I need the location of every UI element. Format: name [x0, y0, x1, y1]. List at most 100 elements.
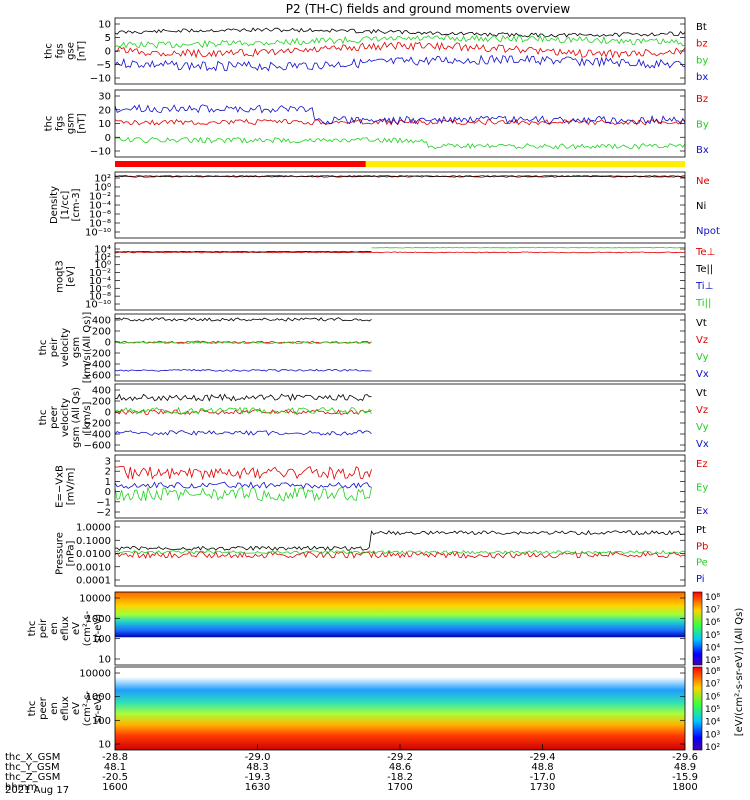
colorbar-tick-label: 10⁶: [705, 618, 720, 628]
y-axis-label: Pressure: [55, 532, 66, 575]
y-tick-label: 10⁻¹⁰: [85, 228, 111, 239]
y-axis-label: [km/s]: [82, 401, 93, 433]
colorbar-tick-label: 10⁵: [705, 631, 720, 641]
ey-trace: [114, 486, 372, 502]
y-axis-label: moqt3: [55, 260, 66, 293]
colorbar-tick-label: 10⁷: [705, 680, 720, 690]
panel-frame: [114, 591, 686, 666]
time-axis-value: 48.6: [389, 762, 411, 773]
y-tick-label: 10⁻⁴: [89, 201, 111, 212]
pe-trace: [114, 549, 686, 555]
time-axis-value: -29.4: [530, 752, 556, 763]
legend-entry: Ti||: [695, 298, 711, 309]
time-axis-value: -18.2: [387, 772, 413, 783]
y-axis-label: eflux: [60, 616, 71, 641]
panel-frame: [114, 383, 686, 452]
y-tick-label: 10⁻⁶: [89, 210, 111, 221]
time-axis-value: -20.5: [102, 772, 128, 783]
time-axis-value: 1600: [102, 782, 127, 793]
y-tick-label: −2: [96, 508, 111, 519]
y-axis-label: (cm²-s-: [82, 690, 93, 726]
panel-frame: [114, 17, 686, 85]
y-tick-label: 10⁰: [94, 260, 111, 271]
by-gsm-trace: [114, 136, 686, 150]
panel-10: 10000 1000 100 10 thc peer en eflux eV (cm²-s-sr-…: [27, 666, 686, 751]
y-tick-label: 10²: [94, 252, 111, 263]
legend-entry: Ni: [696, 201, 706, 212]
y-tick-label: 1: [105, 477, 111, 488]
y-tick-label: 100: [92, 716, 111, 727]
y-tick-label: 10: [98, 20, 111, 31]
time-axis-value: 1800: [672, 782, 697, 793]
y-axis-label: [cm-3]: [71, 188, 82, 221]
y-tick-label: −200: [84, 419, 111, 430]
time-axis-value: -17.0: [530, 772, 556, 783]
colorbar-tick-label: 10⁴: [705, 643, 720, 653]
legend-entry: Npot: [696, 226, 720, 237]
time-axis-row-label: thc_X_GSM: [5, 752, 60, 763]
colorbar-lower: [692, 666, 703, 751]
legend-entry: Pt: [696, 525, 706, 536]
legend-entry: Pe: [696, 558, 708, 569]
y-tick-label: −5: [96, 60, 111, 71]
y-axis-label: [mV/m]: [66, 468, 77, 506]
status-bar-red: [115, 161, 366, 167]
vx-e-trace: [114, 430, 372, 436]
time-axis-value: 48.8: [531, 762, 553, 773]
y-tick-label: 0.0001: [76, 576, 111, 587]
y-tick-label: 0: [105, 47, 111, 58]
colorbar-tick-label: 10⁷: [705, 606, 720, 616]
panel-frame: [114, 454, 686, 519]
y-tick-label: 20: [98, 105, 111, 116]
bx-trace: [114, 54, 686, 72]
legend-entry: Ne: [696, 176, 710, 187]
time-axis-value: 48.1: [104, 762, 126, 773]
y-tick-label: −1: [96, 497, 111, 508]
colorbar-tick-label: 10⁶: [705, 692, 720, 702]
by-trace: [114, 34, 686, 49]
time-axis-value: -15.9: [672, 772, 698, 783]
legend-entry: bx: [696, 72, 708, 83]
y-tick-label: −600: [84, 371, 111, 382]
y-axis-label: fgs: [55, 43, 66, 58]
panel-1: 10 5 0 −5 −10 thc fgs gse [nT] Bt bz by bx: [44, 17, 708, 85]
status-bar-yellow: [365, 161, 685, 167]
y-tick-label: 400: [92, 316, 111, 327]
time-axis-value: -29.0: [245, 752, 271, 763]
y-axis-label: peir: [49, 337, 60, 357]
y-axis-label: gse: [66, 42, 77, 60]
colorbar-tick-label: 10³: [705, 656, 720, 666]
y-tick-label: 10: [98, 655, 111, 666]
pb-trace: [114, 550, 686, 559]
legend-entry: Bt: [696, 22, 707, 33]
colorbar-label: [eV/(cm²-s-sr-eV)] (All Qs): [734, 608, 745, 737]
te-perp-trace: [114, 251, 686, 254]
y-tick-label: −400: [84, 360, 111, 371]
legend-entry: Ti⊥: [695, 281, 713, 292]
colorbar-tick-label: 10⁸: [705, 667, 720, 677]
y-tick-label: 0: [105, 133, 111, 144]
vt-e-trace: [114, 393, 372, 402]
y-axis-label: thc: [27, 701, 38, 717]
legend-entry: Te⊥: [695, 247, 715, 258]
panel-9: 10000 1000 100 10 thc peir en eflux eV (cm²-s-sr-…: [27, 591, 686, 666]
y-tick-label: −400: [84, 430, 111, 441]
y-tick-label: 10000: [79, 669, 111, 680]
vy-trace: [114, 341, 372, 345]
y-tick-label: 1000: [86, 614, 111, 625]
y-tick-label: −200: [84, 349, 111, 360]
y-axis-label: eV: [71, 702, 82, 715]
y-tick-label: 1000: [86, 692, 111, 703]
y-tick-label: 10⁻⁸: [89, 292, 111, 303]
colorbar-tick-label: 10⁴: [705, 718, 720, 728]
bt-trace: [114, 27, 686, 38]
legend-entry: Ey: [696, 483, 708, 494]
y-tick-label: 0.0010: [76, 562, 111, 573]
vx-trace: [114, 368, 372, 372]
legend-entry: by: [696, 55, 708, 66]
y-tick-label: 0.0100: [76, 549, 111, 560]
